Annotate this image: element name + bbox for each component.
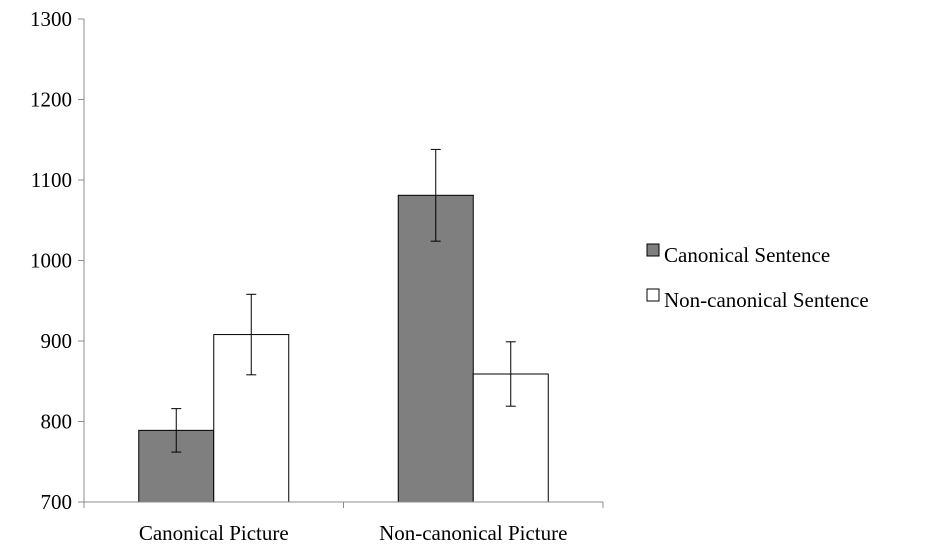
- axes-layer: [78, 18, 604, 508]
- error-bar: [430, 148, 441, 242]
- error-bar: [505, 341, 516, 407]
- legend-item: Non-canonical Sentence: [646, 288, 869, 312]
- y-tick-label: 1200: [30, 88, 72, 112]
- legend-label: Non-canonical Sentence: [664, 288, 869, 312]
- legend: Canonical Sentence Non-canonical Sentence: [646, 243, 869, 312]
- y-tick-labels: 700 800 900 1000 1100 1200 1300: [30, 7, 72, 514]
- error-bar: [171, 408, 182, 453]
- legend-swatch: [646, 243, 660, 257]
- x-tick-labels: Canonical Picture Non-canonical Picture: [139, 521, 568, 545]
- bars-layer: [138, 194, 549, 503]
- y-tick-label: 1100: [31, 168, 72, 192]
- y-tick-label: 900: [41, 329, 73, 353]
- legend-item: Canonical Sentence: [646, 243, 830, 267]
- y-tick-label: 800: [41, 410, 73, 434]
- error-bars-layer: [171, 148, 516, 453]
- error-bar: [246, 293, 257, 376]
- y-tick-label: 1300: [30, 7, 72, 31]
- bar: [397, 194, 474, 503]
- x-tick-label: Non-canonical Picture: [379, 521, 567, 545]
- y-tick-label: 700: [41, 490, 73, 514]
- x-tick-label: Canonical Picture: [139, 521, 289, 545]
- legend-label: Canonical Sentence: [664, 243, 830, 267]
- legend-swatch: [646, 288, 660, 302]
- y-tick-label: 1000: [30, 249, 72, 273]
